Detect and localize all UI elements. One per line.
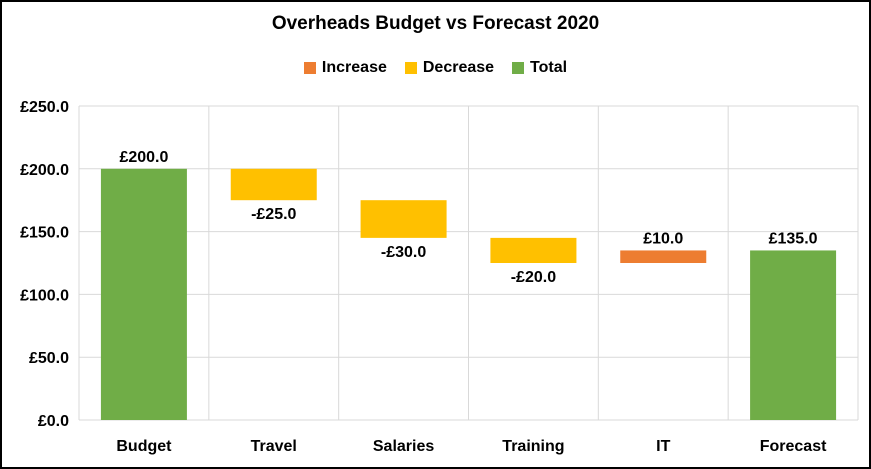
x-tick-label-it: IT: [656, 438, 670, 455]
bar-salaries: [360, 200, 447, 238]
y-tick-label-3: £150.0: [20, 225, 69, 242]
legend-swatch-total: [512, 62, 525, 74]
legend-label-total: Total: [530, 59, 568, 76]
x-tick-label-salaries: Salaries: [373, 438, 434, 455]
x-tick-label-forecast: Forecast: [760, 438, 827, 455]
x-tick-label-training: Training: [502, 438, 564, 455]
y-tick-label-1: £50.0: [29, 350, 69, 367]
chart-legend: Increase Decrease Total: [2, 59, 869, 77]
data-label-budget: £200.0: [119, 149, 168, 166]
data-label-travel: -£25.0: [251, 206, 296, 223]
chart-title: Overheads Budget vs Forecast 2020: [271, 13, 600, 34]
legend-label-increase: Increase: [321, 59, 387, 76]
y-tick-label-0: £0.0: [38, 413, 69, 430]
legend-item-total: Total: [512, 59, 567, 77]
data-label-forecast: £135.0: [769, 230, 818, 247]
legend-swatch-decrease: [404, 62, 417, 74]
x-tick-label-budget: Budget: [116, 438, 172, 455]
legend-item-increase: Increase: [303, 59, 387, 77]
data-label-salaries: -£30.0: [381, 244, 426, 261]
bar-training: [490, 237, 577, 263]
legend-label-decrease: Decrease: [422, 59, 495, 76]
x-tick-label-travel: Travel: [251, 438, 297, 455]
bar-budget: [100, 168, 187, 420]
bar-travel: [230, 168, 317, 201]
bar-forecast: [750, 250, 837, 420]
y-tick-label-4: £200.0: [20, 162, 69, 179]
legend-item-decrease: Decrease: [404, 59, 495, 77]
y-tick-label-2: £100.0: [20, 287, 69, 304]
y-tick-label-5: £250.0: [20, 99, 69, 116]
data-label-it: £10.0: [643, 230, 683, 247]
bar-it: [620, 250, 707, 263]
data-label-training: -£20.0: [511, 269, 556, 286]
legend-swatch-increase: [303, 62, 316, 74]
